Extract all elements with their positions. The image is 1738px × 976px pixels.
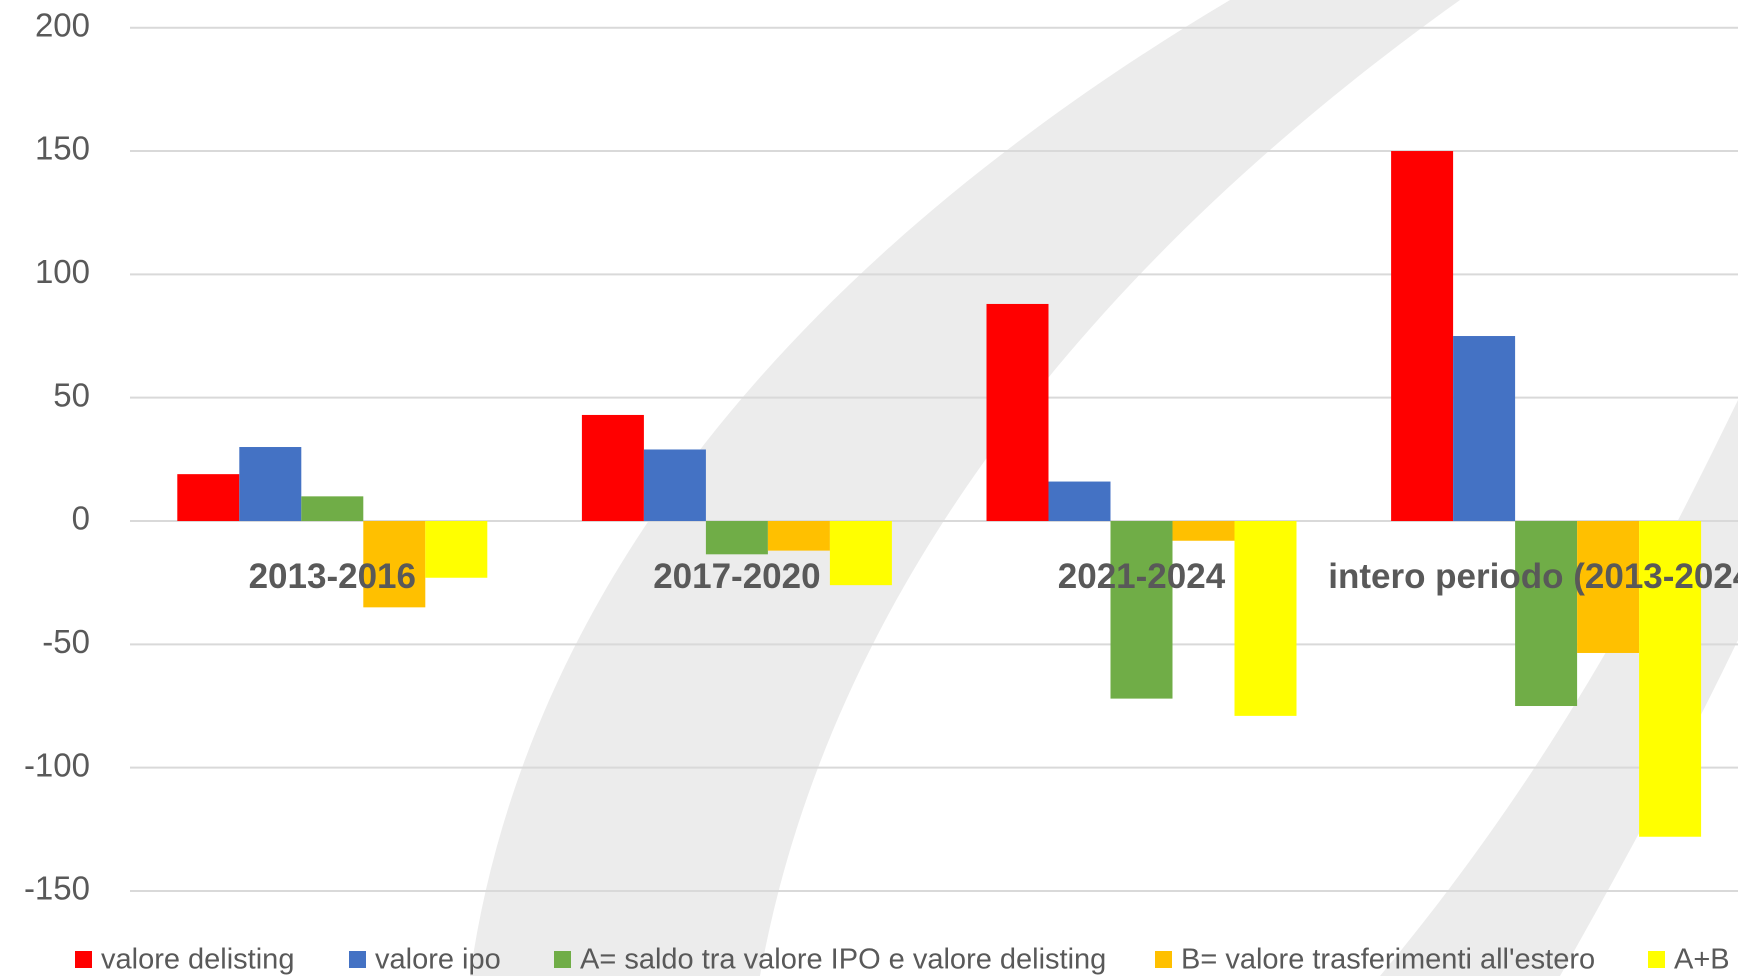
bar — [1234, 521, 1297, 716]
legend-swatch — [349, 951, 366, 968]
y-tick-label: 200 — [35, 6, 90, 43]
legend-swatch — [1648, 951, 1665, 968]
y-tick-label: 50 — [53, 376, 90, 413]
y-tick-label: -50 — [42, 623, 90, 660]
legend-label: valore delisting — [101, 944, 294, 976]
bar — [1391, 151, 1454, 522]
bars — [177, 151, 1702, 837]
bar — [1048, 481, 1111, 522]
bar — [1577, 521, 1640, 653]
bar — [1515, 521, 1578, 707]
legend-swatch — [554, 951, 571, 968]
bar — [363, 521, 426, 608]
y-tick-label: -100 — [24, 746, 90, 783]
legend-label: A+B — [1674, 944, 1730, 976]
y-tick-label: 0 — [72, 500, 90, 537]
bar — [581, 414, 644, 522]
legend: valore delisting valore ipo A= saldo tra v… — [75, 944, 1730, 976]
bar — [177, 474, 240, 522]
x-tick-label: 2013-2016 — [248, 557, 416, 596]
bar — [301, 496, 364, 522]
legend-label: B= valore trasferimenti all'estero — [1181, 944, 1595, 976]
legend-label: valore ipo — [375, 944, 501, 976]
bar — [1639, 521, 1702, 837]
bar — [705, 521, 768, 555]
bar — [1172, 521, 1235, 541]
legend-swatch — [75, 951, 92, 968]
y-tick-label: 100 — [35, 253, 90, 290]
bar — [829, 521, 892, 586]
bar — [239, 447, 302, 522]
x-tick-label: 2017-2020 — [653, 557, 821, 596]
bar — [986, 303, 1049, 522]
y-tick-label: -150 — [24, 870, 90, 907]
x-tick-label: 2021-2024 — [1057, 557, 1226, 596]
legend-swatch — [1155, 951, 1172, 968]
x-tick-label: intero periodo (2013-2024) — [1328, 557, 1738, 596]
bar — [1110, 521, 1173, 699]
legend-label: A= saldo tra valore IPO e valore delisti… — [580, 944, 1106, 976]
bar — [1453, 336, 1516, 522]
y-axis: -150 -100 -50 0 50 100 150 200 — [24, 6, 90, 906]
y-tick-label: 150 — [35, 130, 90, 167]
bar — [425, 521, 488, 578]
bar — [767, 521, 830, 551]
bar — [643, 449, 706, 522]
